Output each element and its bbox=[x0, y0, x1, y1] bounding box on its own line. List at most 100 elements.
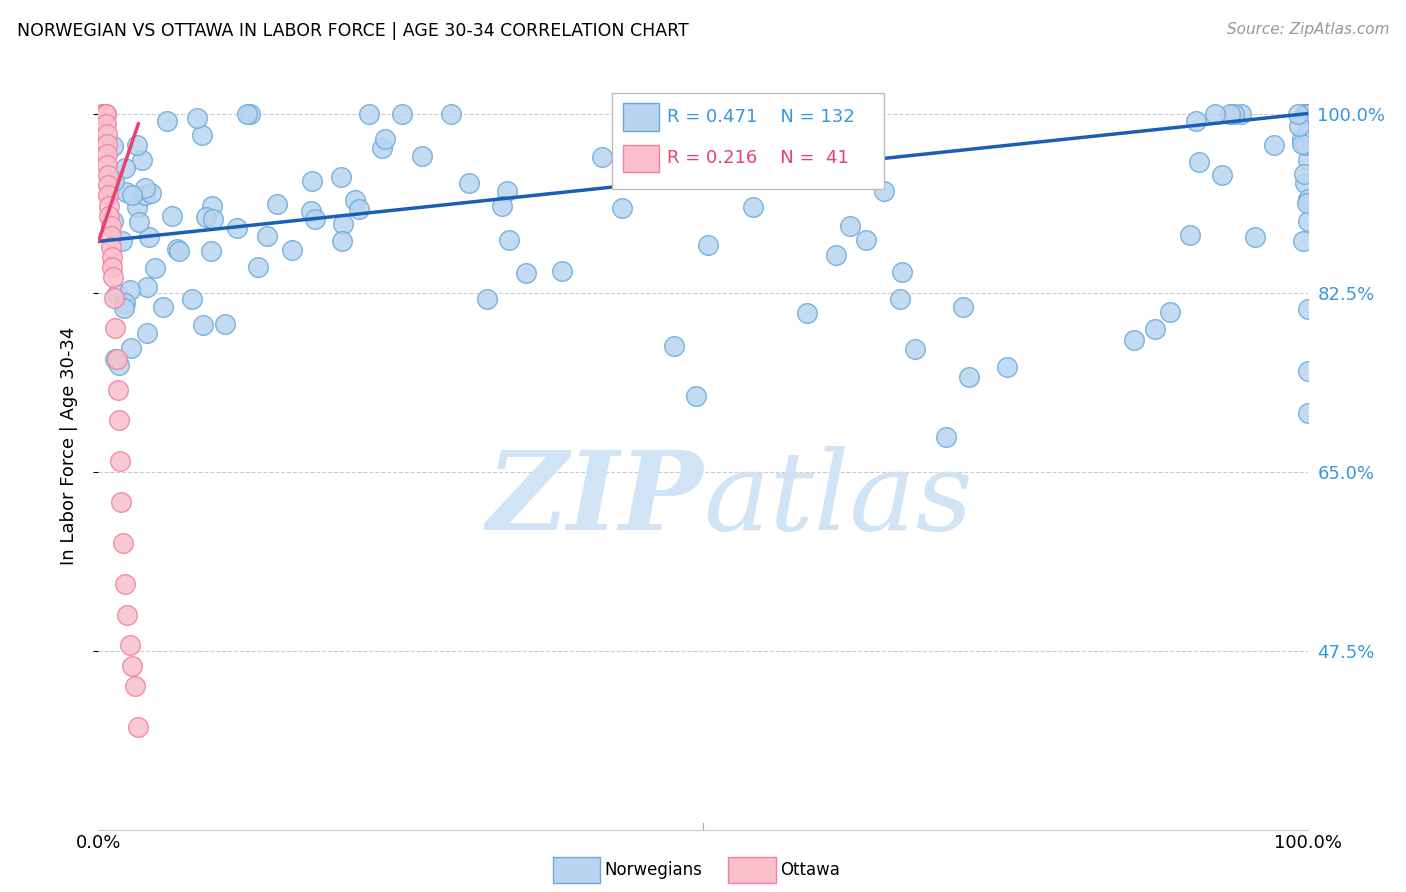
Point bbox=[93, 106, 115, 120]
Point bbox=[128, 215, 150, 229]
Text: Norwegians: Norwegians bbox=[605, 861, 703, 880]
Point bbox=[1204, 106, 1226, 120]
Point bbox=[100, 229, 122, 244]
Point bbox=[104, 351, 127, 366]
Point bbox=[101, 270, 124, 285]
Point bbox=[256, 228, 278, 243]
Point bbox=[98, 209, 121, 223]
Point bbox=[96, 137, 118, 152]
Point bbox=[191, 318, 214, 332]
Point bbox=[91, 106, 114, 120]
Point bbox=[97, 188, 120, 202]
Point bbox=[100, 239, 122, 253]
Point bbox=[134, 180, 156, 194]
FancyBboxPatch shape bbox=[623, 145, 659, 172]
Point bbox=[515, 266, 537, 280]
Point bbox=[357, 106, 380, 120]
Point bbox=[107, 383, 129, 397]
Point bbox=[610, 201, 633, 215]
Point bbox=[134, 187, 156, 202]
Point bbox=[1292, 235, 1315, 249]
Point bbox=[1286, 106, 1309, 120]
Point bbox=[100, 260, 122, 274]
Point bbox=[105, 352, 128, 367]
Point bbox=[110, 495, 132, 509]
Point bbox=[1296, 406, 1319, 420]
Point bbox=[934, 429, 956, 443]
Point bbox=[1294, 176, 1316, 190]
Point bbox=[491, 199, 513, 213]
Point bbox=[201, 199, 224, 213]
Point bbox=[105, 286, 128, 301]
Point bbox=[138, 230, 160, 244]
Text: R = 0.216    N =  41: R = 0.216 N = 41 bbox=[666, 149, 849, 168]
Point bbox=[1211, 168, 1233, 182]
Point bbox=[114, 577, 136, 591]
Point bbox=[873, 184, 896, 198]
Point bbox=[100, 250, 122, 264]
Point bbox=[952, 301, 974, 315]
Point bbox=[281, 243, 304, 257]
Point bbox=[155, 113, 177, 128]
Point bbox=[1296, 106, 1319, 120]
Point bbox=[114, 295, 136, 310]
Point bbox=[103, 139, 125, 153]
Point bbox=[139, 186, 162, 200]
Point bbox=[108, 454, 131, 468]
Point bbox=[91, 106, 114, 120]
Point bbox=[685, 389, 707, 403]
Point bbox=[626, 160, 648, 174]
Point bbox=[551, 264, 574, 278]
Point bbox=[1143, 322, 1166, 336]
Point bbox=[194, 210, 217, 224]
Point bbox=[125, 201, 148, 215]
Point bbox=[301, 174, 323, 188]
Text: Source: ZipAtlas.com: Source: ZipAtlas.com bbox=[1226, 22, 1389, 37]
Point bbox=[1294, 106, 1316, 120]
Point bbox=[458, 177, 481, 191]
Point bbox=[266, 197, 288, 211]
Text: ZIP: ZIP bbox=[486, 446, 703, 553]
Point bbox=[1294, 137, 1316, 152]
Point bbox=[1296, 106, 1319, 120]
Point bbox=[330, 169, 353, 184]
Point bbox=[1219, 106, 1241, 120]
Point bbox=[1123, 334, 1146, 348]
Point bbox=[97, 168, 120, 182]
Point bbox=[104, 321, 127, 335]
Point bbox=[631, 136, 654, 151]
Point bbox=[299, 203, 322, 218]
Point bbox=[1230, 106, 1253, 120]
Text: NORWEGIAN VS OTTAWA IN LABOR FORCE | AGE 30-34 CORRELATION CHART: NORWEGIAN VS OTTAWA IN LABOR FORCE | AGE… bbox=[17, 22, 689, 40]
Text: Ottawa: Ottawa bbox=[780, 861, 841, 880]
Point bbox=[121, 187, 143, 202]
Point bbox=[796, 306, 818, 320]
Point bbox=[1291, 137, 1313, 152]
Point bbox=[807, 129, 830, 144]
Point bbox=[91, 106, 114, 120]
Point bbox=[131, 153, 153, 168]
Point bbox=[374, 131, 396, 145]
Point bbox=[94, 106, 117, 120]
Point bbox=[94, 106, 117, 120]
Point bbox=[117, 607, 139, 622]
Point bbox=[125, 137, 148, 152]
Point bbox=[1296, 106, 1319, 120]
Point bbox=[330, 234, 353, 248]
Point bbox=[120, 341, 142, 355]
Point bbox=[124, 679, 146, 693]
Point bbox=[662, 339, 685, 353]
Point bbox=[112, 301, 135, 316]
Point bbox=[225, 221, 247, 235]
Point bbox=[889, 292, 911, 306]
Point bbox=[957, 370, 980, 384]
Point bbox=[343, 194, 366, 208]
Point bbox=[891, 265, 914, 279]
Point bbox=[1294, 167, 1316, 181]
Point bbox=[114, 161, 136, 175]
Point bbox=[152, 300, 174, 314]
Point bbox=[1296, 106, 1319, 120]
Point bbox=[742, 200, 765, 214]
Point bbox=[1296, 196, 1319, 211]
Point bbox=[108, 413, 131, 427]
